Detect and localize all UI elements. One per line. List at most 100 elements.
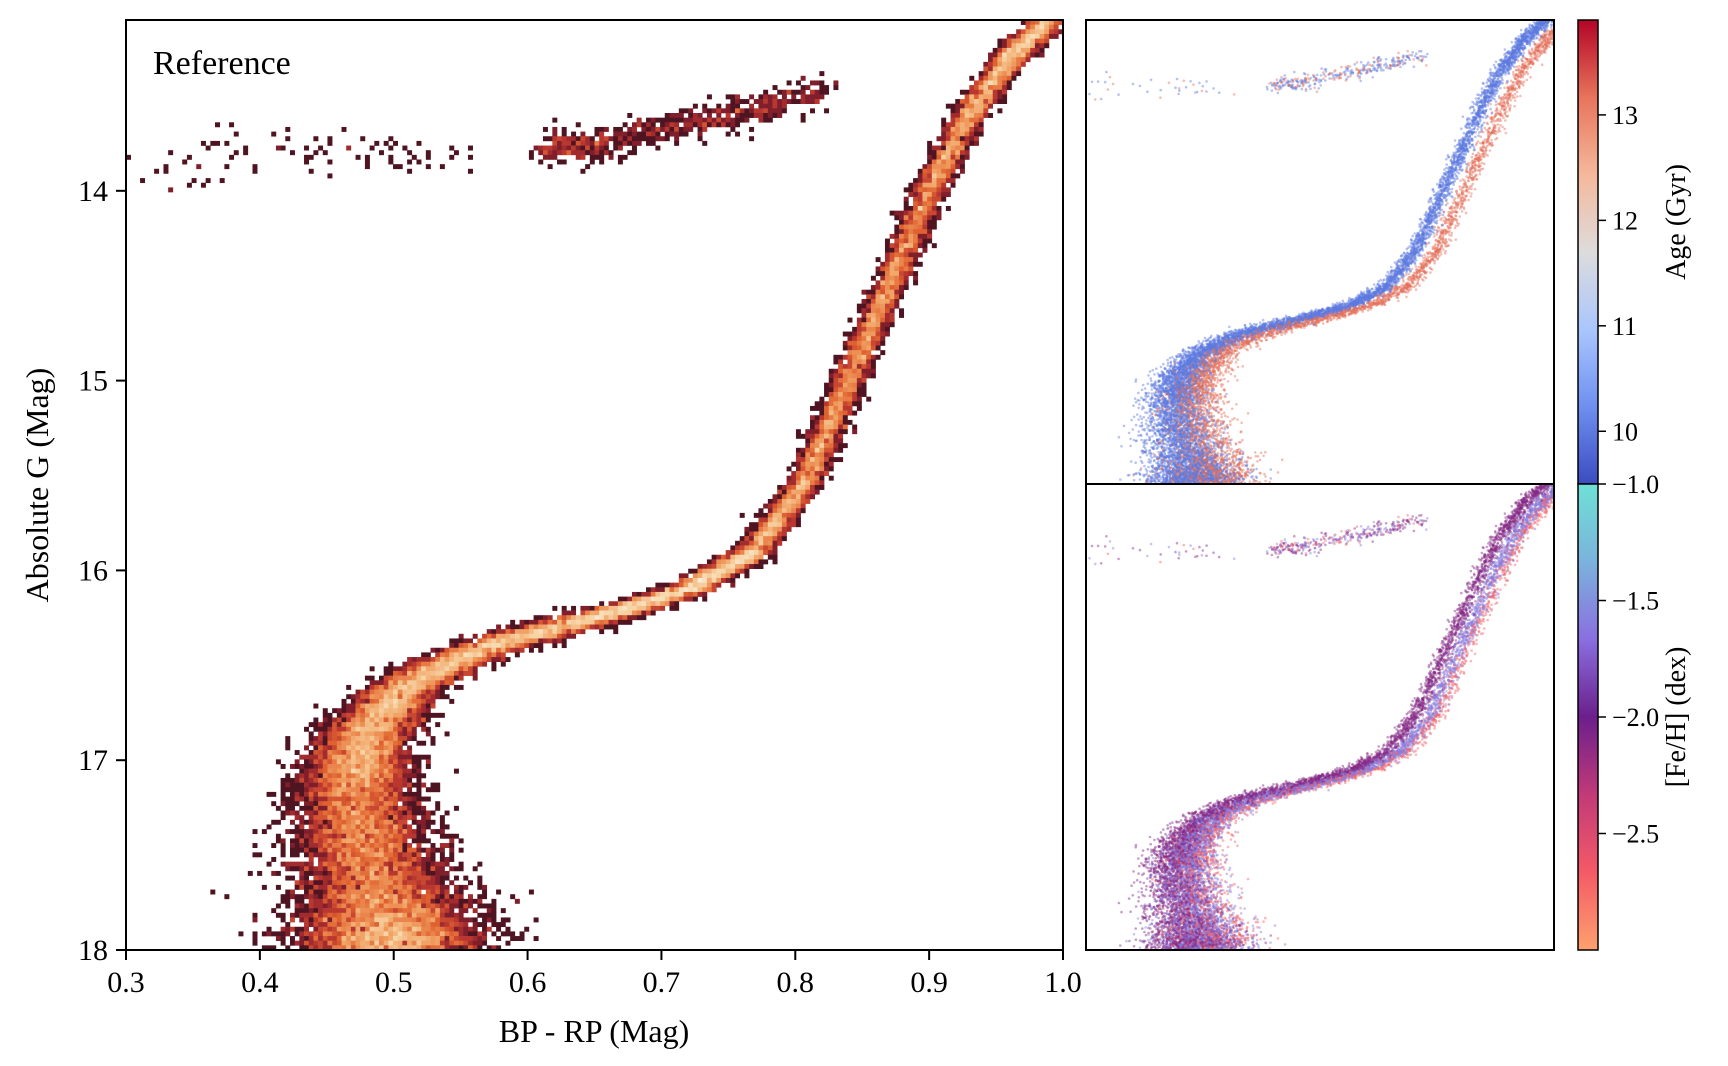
heatmap-cell: [552, 643, 558, 649]
heatmap-cell: [322, 894, 328, 900]
heatmap-cell: [955, 103, 961, 109]
scatter-point: [1211, 358, 1215, 362]
heatmap-cell: [669, 591, 675, 597]
heatmap-cell: [350, 908, 356, 914]
heatmap-cell: [566, 150, 572, 156]
scatter-point: [1416, 253, 1420, 257]
heatmap-cell: [725, 94, 731, 100]
heatmap-cell: [856, 364, 862, 370]
heatmap-cell: [805, 494, 811, 500]
heatmap-cell: [346, 782, 352, 788]
heatmap-cell: [364, 684, 370, 690]
scatter-point: [1497, 67, 1501, 71]
heatmap-cell: [950, 173, 956, 179]
heatmap-cell: [810, 108, 815, 114]
heatmap-cell: [341, 810, 347, 816]
heatmap-cell: [875, 266, 881, 272]
heatmap-cell: [304, 912, 310, 918]
heatmap-cell: [332, 708, 338, 714]
heatmap-cell: [950, 131, 956, 137]
heatmap-cell: [594, 145, 600, 151]
heatmap-cell: [388, 136, 394, 142]
heatmap-cell: [247, 870, 253, 876]
heatmap-cell: [435, 931, 441, 937]
heatmap-cell: [880, 266, 886, 272]
scatter-point: [1190, 468, 1194, 471]
scatter-point: [1303, 319, 1307, 322]
heatmap-cell: [866, 359, 872, 365]
heatmap-cell: [393, 717, 399, 723]
heatmap-cell: [393, 829, 399, 835]
heatmap-cell: [336, 898, 342, 904]
heatmap-cell: [421, 815, 427, 821]
heatmap-cell: [416, 908, 422, 914]
heatmap-cell: [402, 917, 408, 923]
heatmap-cell: [646, 140, 652, 146]
heatmap-cell: [388, 154, 394, 160]
heatmap-cell: [533, 629, 539, 635]
heatmap-cell: [927, 150, 933, 156]
heatmap-cell: [786, 99, 792, 104]
heatmap-cell: [894, 229, 900, 235]
reference-annotation: Reference: [153, 45, 291, 82]
heatmap-cell: [313, 829, 319, 835]
heatmap-cell: [805, 485, 811, 490]
heatmap-cell: [318, 815, 324, 821]
heatmap-cell: [744, 573, 750, 579]
heatmap-cell: [341, 754, 347, 760]
heatmap-cell: [978, 126, 984, 132]
heatmap-cell: [781, 94, 787, 100]
heatmap-cell: [336, 731, 342, 737]
heatmap-cell: [383, 815, 389, 821]
heatmap-cell: [421, 680, 427, 686]
heatmap-cell: [355, 717, 361, 723]
heatmap-cell: [599, 140, 605, 146]
heatmap-cell: [397, 791, 403, 797]
heatmap-cell: [959, 140, 965, 146]
scatter-point: [1280, 333, 1283, 337]
heatmap-cell: [364, 945, 370, 950]
heatmap-cell: [205, 145, 211, 151]
heatmap-cell: [313, 736, 319, 742]
heatmap-cell: [468, 647, 473, 653]
heatmap-cell: [407, 694, 413, 700]
heatmap-cell: [435, 889, 441, 895]
heatmap-cell: [402, 726, 408, 732]
scatter-point: [1229, 423, 1232, 426]
heatmap-cell: [336, 759, 342, 765]
heatmap-cell: [486, 945, 492, 950]
heatmap-cell: [322, 829, 328, 835]
heatmap-cell: [735, 545, 741, 551]
heatmap-cell: [838, 354, 844, 360]
heatmap-cell: [360, 926, 366, 932]
heatmap-cell: [997, 47, 1003, 53]
heatmap-cell: [393, 164, 399, 170]
heatmap-cell: [388, 852, 394, 858]
heatmap-cell: [369, 931, 375, 937]
reference-panel: Reference 0.3 0.4 0.5 0.6 0.7 0.8 0.9 1.0 14151…: [19, 19, 1082, 1049]
heatmap-cell: [350, 884, 356, 890]
heatmap-cell: [393, 787, 399, 793]
heatmap-cell: [393, 684, 399, 690]
scatter-point: [1428, 219, 1431, 223]
heatmap-cell: [369, 917, 375, 923]
heatmap-cell: [435, 801, 441, 807]
heatmap-cell: [735, 554, 741, 560]
heatmap-cell: [688, 113, 694, 118]
heatmap-cell: [894, 303, 900, 309]
heatmap-cell: [402, 684, 408, 690]
heatmap-cell: [411, 782, 417, 788]
heatmap-cell: [318, 829, 324, 835]
heatmap-cell: [519, 633, 525, 639]
scatter-point: [1526, 58, 1529, 61]
heatmap-cell: [866, 396, 872, 402]
heatmap-cell: [397, 894, 403, 900]
heatmap-cell: [992, 80, 998, 86]
heatmap-cell: [992, 66, 998, 72]
heatmap-cell: [749, 126, 755, 132]
heatmap-cell: [711, 108, 717, 114]
heatmap-cell: [861, 373, 867, 379]
heatmap-cell: [332, 926, 338, 932]
heatmap-cell: [374, 736, 380, 742]
heatmap-cell: [852, 373, 858, 379]
